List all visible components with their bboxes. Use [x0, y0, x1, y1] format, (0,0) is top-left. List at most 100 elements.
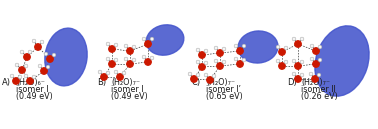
Circle shape [196, 73, 200, 77]
Circle shape [109, 61, 115, 67]
Circle shape [24, 54, 30, 60]
Circle shape [114, 43, 118, 47]
Circle shape [310, 57, 314, 61]
Circle shape [196, 48, 200, 52]
Circle shape [132, 58, 136, 62]
Circle shape [204, 49, 208, 53]
Circle shape [279, 49, 285, 55]
Circle shape [132, 45, 136, 49]
Circle shape [27, 78, 33, 84]
Circle shape [114, 70, 118, 74]
Circle shape [204, 73, 208, 77]
Circle shape [295, 41, 301, 47]
Circle shape [284, 46, 288, 50]
Circle shape [217, 50, 223, 56]
Circle shape [124, 44, 128, 48]
Circle shape [242, 44, 246, 48]
Circle shape [237, 48, 243, 54]
Circle shape [199, 52, 205, 58]
Circle shape [19, 67, 25, 73]
Circle shape [279, 63, 285, 69]
Circle shape [32, 39, 36, 43]
Circle shape [44, 52, 48, 56]
Circle shape [292, 59, 296, 63]
Circle shape [18, 75, 22, 79]
Circle shape [242, 58, 246, 62]
Ellipse shape [238, 31, 278, 63]
Circle shape [276, 59, 280, 63]
Circle shape [101, 74, 107, 80]
Circle shape [41, 68, 47, 74]
Text: (H₂O)₇⁻: (H₂O)₇⁻ [301, 78, 330, 87]
Text: (H₂O)₇⁻: (H₂O)₇⁻ [206, 78, 235, 87]
Text: (0.26 eV): (0.26 eV) [301, 92, 338, 101]
Circle shape [150, 37, 154, 41]
Circle shape [24, 74, 28, 78]
Circle shape [106, 57, 110, 61]
Circle shape [217, 63, 223, 69]
Circle shape [40, 40, 44, 44]
Text: isomer I’: isomer I’ [206, 85, 241, 94]
Circle shape [234, 57, 238, 61]
Text: B): B) [97, 78, 106, 87]
Circle shape [145, 41, 151, 47]
Text: (0.49 eV): (0.49 eV) [16, 92, 53, 101]
Circle shape [318, 58, 322, 62]
Circle shape [127, 61, 133, 67]
Text: C): C) [192, 78, 201, 87]
Text: (0.49 eV): (0.49 eV) [111, 92, 148, 101]
Ellipse shape [45, 28, 87, 86]
Circle shape [196, 60, 200, 64]
Circle shape [28, 50, 32, 54]
Circle shape [46, 65, 50, 69]
Circle shape [300, 73, 304, 77]
Circle shape [312, 76, 318, 82]
Circle shape [199, 64, 205, 70]
Circle shape [106, 71, 110, 75]
Circle shape [10, 74, 14, 78]
Text: isomer II: isomer II [301, 85, 336, 94]
Text: D): D) [287, 78, 297, 87]
Circle shape [276, 45, 280, 49]
Circle shape [142, 37, 146, 41]
Circle shape [295, 76, 301, 82]
Circle shape [309, 72, 313, 76]
Circle shape [191, 76, 197, 82]
Circle shape [317, 73, 321, 77]
Circle shape [145, 59, 151, 65]
Circle shape [13, 78, 19, 84]
Circle shape [214, 46, 218, 50]
Circle shape [98, 70, 102, 74]
Ellipse shape [315, 26, 369, 96]
Circle shape [150, 56, 154, 60]
Circle shape [318, 45, 322, 49]
Text: (0.65 eV): (0.65 eV) [206, 92, 243, 101]
Circle shape [122, 71, 126, 75]
Circle shape [15, 63, 19, 67]
Circle shape [292, 72, 296, 76]
Circle shape [207, 77, 213, 83]
Circle shape [20, 50, 24, 54]
Circle shape [109, 46, 115, 52]
Text: isomer I: isomer I [16, 85, 48, 94]
Circle shape [106, 42, 110, 46]
Circle shape [124, 57, 128, 61]
Circle shape [212, 74, 216, 78]
Circle shape [300, 60, 304, 64]
Circle shape [188, 72, 192, 76]
Text: (H₂O)₆⁻: (H₂O)₆⁻ [16, 78, 45, 87]
Circle shape [127, 48, 133, 54]
Text: (H₂O)₇⁻: (H₂O)₇⁻ [111, 78, 140, 87]
Text: isomer I: isomer I [111, 85, 144, 94]
Circle shape [204, 61, 208, 65]
Circle shape [292, 37, 296, 41]
Circle shape [142, 55, 146, 59]
Circle shape [47, 56, 53, 62]
Circle shape [117, 74, 123, 80]
Circle shape [310, 44, 314, 48]
Text: A): A) [2, 78, 11, 87]
Circle shape [24, 64, 28, 68]
Circle shape [313, 61, 319, 67]
Ellipse shape [146, 25, 184, 55]
Circle shape [313, 48, 319, 54]
